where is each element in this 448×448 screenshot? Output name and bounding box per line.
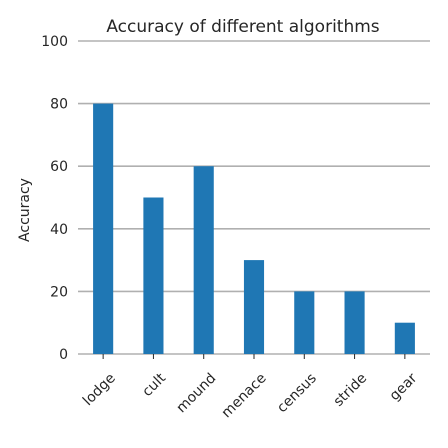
y-tick-label: 80 <box>50 97 68 113</box>
x-tick-labels: lodge cult mound menace census stride gear <box>80 354 421 421</box>
x-tick-label-gear: gear <box>387 370 421 404</box>
bar-lodge <box>93 103 114 354</box>
y-tick-label: 20 <box>50 284 68 300</box>
x-tick-label-lodge: lodge <box>80 370 119 409</box>
y-tick-label: 40 <box>50 222 68 238</box>
x-tick-label-mound: mound <box>173 370 219 416</box>
y-tick-label: 100 <box>41 34 68 50</box>
x-tick-label-stride: stride <box>331 370 371 410</box>
y-tick-labels: 0 20 40 60 80 100 <box>41 34 68 363</box>
bars <box>93 103 415 354</box>
chart-title: Accuracy of different algorithms <box>106 17 379 37</box>
bar-census <box>294 291 315 354</box>
bar-menace <box>243 260 265 354</box>
bar-gear <box>394 322 415 354</box>
x-tick-label-menace: menace <box>219 370 270 421</box>
bar-stride <box>344 291 365 354</box>
bar-cult <box>143 197 164 354</box>
y-axis-label: Accuracy <box>17 178 33 242</box>
gridlines <box>78 40 430 355</box>
bar-mound <box>193 166 214 354</box>
x-tick-label-cult: cult <box>139 370 169 400</box>
x-tick-label-census: census <box>274 370 320 416</box>
y-tick-label: 0 <box>59 347 68 363</box>
y-tick-label: 60 <box>50 159 68 175</box>
